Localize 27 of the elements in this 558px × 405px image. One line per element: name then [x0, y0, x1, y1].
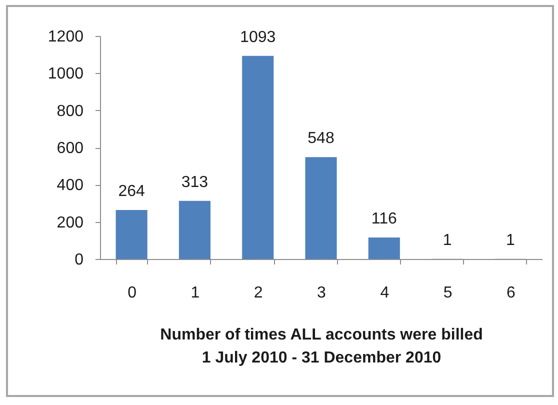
- y-tick-label: 0: [74, 252, 84, 268]
- data-label: 1093: [240, 28, 276, 46]
- data-label: 313: [181, 174, 208, 191]
- bar: [116, 210, 148, 259]
- y-tick-label: 400: [56, 177, 84, 194]
- bar: [305, 157, 337, 259]
- bar: [368, 237, 400, 259]
- data-label: 1: [442, 232, 452, 249]
- x-tick-label: 5: [443, 284, 452, 302]
- y-tick-label: 1000: [48, 66, 84, 83]
- x-tick-label: 1: [190, 284, 200, 302]
- y-tick-label: 200: [56, 214, 84, 232]
- data-label: 116: [371, 210, 397, 228]
- y-tick-label: 800: [56, 102, 84, 120]
- x-tick-label: 2: [254, 284, 263, 302]
- x-tick-label: 0: [128, 284, 137, 302]
- x-tick-label: 4: [380, 284, 390, 302]
- data-label: 1: [506, 232, 515, 249]
- y-tick-label: 600: [56, 140, 84, 157]
- x-tick-label: 3: [317, 284, 326, 302]
- y-tick-label: 1200: [48, 28, 84, 46]
- x-axis-title: Number of times ALL accounts were billed 1 July 2010 - 31 December 2010: [160, 326, 483, 366]
- x-tick-label: 6: [506, 284, 516, 302]
- data-label: 548: [308, 130, 334, 148]
- bar: [178, 200, 210, 259]
- data-label: 264: [118, 182, 146, 200]
- bar: [242, 56, 274, 259]
